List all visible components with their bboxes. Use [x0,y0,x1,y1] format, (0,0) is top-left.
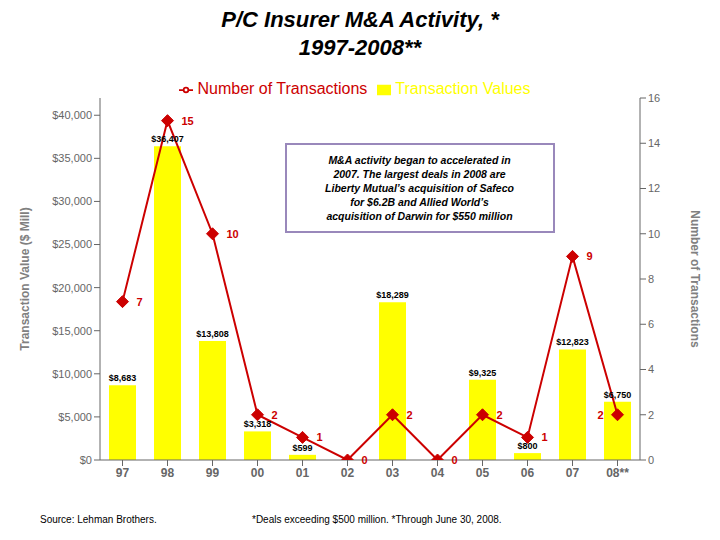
svg-text:$36,407: $36,407 [151,134,184,144]
svg-text:14: 14 [648,137,660,149]
svg-text:8: 8 [648,273,654,285]
svg-text:15: 15 [182,115,194,127]
svg-text:0: 0 [648,454,654,466]
svg-text:2: 2 [407,409,413,421]
svg-text:$40,000: $40,000 [52,109,92,121]
svg-text:$35,000: $35,000 [52,152,92,164]
svg-text:$3,318: $3,318 [244,419,272,429]
svg-text:10: 10 [648,228,660,240]
svg-text:Transaction Value ($ Mill): Transaction Value ($ Mill) [18,207,32,350]
svg-text:98: 98 [161,466,175,480]
svg-text:$20,000: $20,000 [52,282,92,294]
svg-text:03: 03 [386,466,400,480]
html-text:Transaction Values: Transaction Values [395,80,531,97]
svg-text:0: 0 [452,454,458,466]
svg-text:$10,000: $10,000 [52,368,92,380]
svg-text:$18,289: $18,289 [376,290,409,300]
svg-text:07: 07 [566,466,580,480]
svg-text:99: 99 [206,466,220,480]
svg-text:$800: $800 [517,441,537,451]
svg-text:2: 2 [272,409,278,421]
svg-text:$12,823: $12,823 [556,337,589,347]
svg-text:$5,000: $5,000 [58,411,92,423]
svg-text:05: 05 [476,466,490,480]
svg-text:Number of Transactions: Number of Transactions [688,210,702,348]
svg-text:1: 1 [542,431,548,443]
html-text:P/C Insurer M&A Activity, * 19: P/C Insurer M&A Activity, * 1997-2008** [221,7,499,60]
svg-text:2: 2 [497,409,503,421]
html-text:M&A activity began to accelera: M&A activity began to accelerated in 200… [325,154,514,223]
svg-text:00: 00 [251,466,265,480]
svg-text:$8,683: $8,683 [109,373,137,383]
svg-text:$599: $599 [292,443,312,453]
svg-text:02: 02 [341,466,355,480]
html-text:Number of Transactions: Number of Transactions [197,80,368,97]
svg-text:2: 2 [648,409,654,421]
svg-text:06: 06 [521,466,535,480]
svg-text:97: 97 [116,466,130,480]
svg-text:7: 7 [137,296,143,308]
svg-text:$15,000: $15,000 [52,325,92,337]
svg-text:2: 2 [597,409,603,421]
svg-text:$6,750: $6,750 [604,390,632,400]
svg-text:10: 10 [227,228,239,240]
svg-text:6: 6 [648,318,654,330]
svg-text:$30,000: $30,000 [52,195,92,207]
svg-text:9: 9 [587,250,593,262]
svg-text:$9,325: $9,325 [469,368,497,378]
svg-text:1: 1 [317,431,323,443]
svg-text:01: 01 [296,466,310,480]
svg-text:$0: $0 [80,454,92,466]
svg-text:$13,808: $13,808 [196,329,229,339]
svg-text:16: 16 [648,92,660,104]
svg-text:0: 0 [362,454,368,466]
html-text:Source: Lehman Brothers.: Source: Lehman Brothers. [40,514,157,525]
svg-text:08**: 08** [606,466,629,480]
svg-text:4: 4 [648,363,654,375]
svg-text:12: 12 [648,182,660,194]
html-text:*Deals exceeding $500 million.: *Deals exceeding $500 million. *Through … [252,514,502,525]
svg-text:04: 04 [431,466,445,480]
svg-text:$25,000: $25,000 [52,238,92,250]
